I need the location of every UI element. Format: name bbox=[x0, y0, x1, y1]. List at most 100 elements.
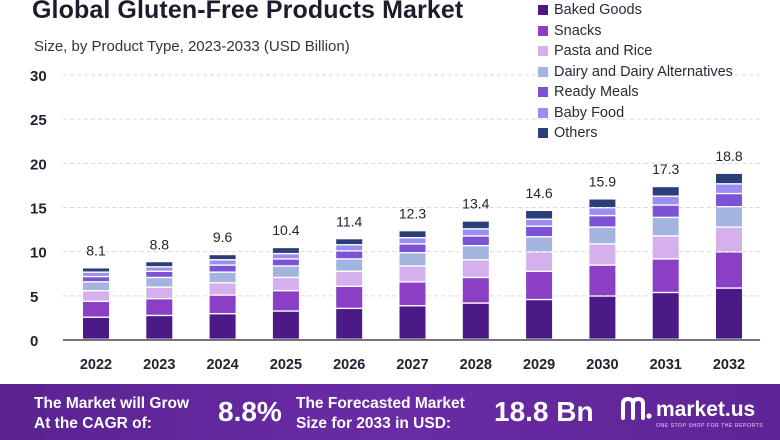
total-data-label: 13.4 bbox=[462, 196, 489, 212]
legend-swatch bbox=[538, 66, 548, 77]
forecast-caption-line1: The Forecasted Market bbox=[296, 395, 465, 412]
bar-segment bbox=[83, 302, 109, 317]
bar-segment bbox=[652, 187, 679, 196]
stacked-bar-chart: 0510152025308.120228.820239.6202410.4202… bbox=[30, 68, 760, 373]
bar-segment bbox=[716, 288, 742, 339]
legend-label: Dairy and Dairy Alternatives bbox=[554, 63, 733, 80]
y-tick-label: 10 bbox=[30, 245, 47, 262]
legend-swatch bbox=[538, 87, 548, 98]
bar-segment bbox=[462, 303, 489, 339]
bar-segment bbox=[462, 221, 489, 229]
bar-segment bbox=[146, 271, 173, 277]
bar-segment bbox=[526, 219, 553, 226]
legend-label: Ready Meals bbox=[554, 84, 639, 101]
bar-segment bbox=[83, 291, 109, 301]
x-tick-label: 2024 bbox=[206, 357, 238, 373]
bar-segment bbox=[146, 262, 173, 267]
total-data-label: 11.4 bbox=[336, 213, 362, 229]
bar-segment bbox=[589, 296, 616, 339]
bar-segment bbox=[716, 173, 742, 184]
bar-segment bbox=[209, 265, 236, 272]
bar-segment bbox=[209, 314, 236, 339]
bar-segment bbox=[652, 218, 679, 236]
bar-segment bbox=[146, 287, 173, 298]
bar-segment bbox=[272, 291, 299, 311]
bar-segment bbox=[589, 227, 616, 244]
legend-swatch bbox=[538, 5, 548, 16]
total-data-label: 18.8 bbox=[715, 148, 742, 164]
bar-segment bbox=[83, 277, 109, 282]
legend-swatch bbox=[538, 25, 548, 36]
bar-segment bbox=[652, 259, 679, 292]
bar-segment bbox=[462, 229, 489, 236]
brand-logo[interactable]: market.us ONE STOP SHOP FOR THE REPORTS bbox=[620, 396, 763, 429]
bar-segment bbox=[462, 278, 489, 303]
bar-segment bbox=[462, 260, 489, 277]
bar-segment bbox=[716, 194, 742, 207]
bar-segment bbox=[399, 253, 426, 266]
y-tick-label: 15 bbox=[30, 201, 47, 218]
bar-segment bbox=[146, 267, 173, 271]
bar-segment bbox=[589, 265, 616, 296]
market-us-logo-icon bbox=[621, 396, 652, 420]
bar-segment bbox=[209, 283, 236, 295]
bar-segment bbox=[589, 199, 616, 207]
x-tick-label: 2023 bbox=[143, 357, 175, 373]
bar-segment bbox=[399, 282, 426, 306]
x-tick-label: 2027 bbox=[396, 357, 428, 373]
bar-segment bbox=[336, 245, 363, 251]
bar-segment bbox=[399, 266, 426, 282]
bar-segment bbox=[716, 227, 742, 252]
legend-item: Snacks bbox=[538, 21, 733, 42]
bar-segment bbox=[336, 271, 363, 286]
bar-segment bbox=[652, 236, 679, 259]
bar-segment bbox=[652, 293, 679, 339]
bar-segment bbox=[526, 300, 553, 339]
bar-segment bbox=[83, 282, 109, 291]
bar-segment bbox=[83, 272, 109, 276]
bar-segment bbox=[272, 254, 299, 259]
cagr-caption-line2: At the CAGR of: bbox=[34, 415, 152, 432]
legend-label: Baby Food bbox=[554, 104, 625, 121]
legend-item: Pasta and Rice bbox=[538, 41, 733, 62]
bar-segment bbox=[146, 299, 173, 315]
bar-segment bbox=[83, 317, 109, 339]
legend-item: Ready Meals bbox=[538, 82, 733, 103]
bar-segment bbox=[716, 184, 742, 193]
bar-segment bbox=[83, 268, 109, 272]
footer-banner: The Market will Grow At the CAGR of: 8.8… bbox=[0, 384, 780, 440]
total-data-label: 14.6 bbox=[525, 185, 552, 201]
bar-segment bbox=[526, 252, 553, 271]
bar-segment bbox=[336, 239, 363, 245]
cagr-caption-line1: The Market will Grow bbox=[34, 395, 190, 412]
bar-segment bbox=[526, 226, 553, 237]
total-data-label: 8.8 bbox=[150, 236, 170, 252]
bar-segment bbox=[652, 196, 679, 205]
y-tick-label: 30 bbox=[30, 68, 47, 85]
y-tick-label: 20 bbox=[30, 156, 47, 173]
bar-segment bbox=[526, 271, 553, 299]
bar-segment bbox=[336, 251, 363, 259]
legend-item: Dairy and Dairy Alternatives bbox=[538, 62, 733, 83]
x-tick-label: 2025 bbox=[270, 357, 302, 373]
x-tick-label: 2030 bbox=[586, 357, 618, 373]
total-data-label: 8.1 bbox=[86, 242, 106, 258]
legend-label: Pasta and Rice bbox=[554, 43, 653, 60]
y-tick-label: 25 bbox=[30, 112, 47, 129]
bar-segment bbox=[526, 211, 553, 219]
x-tick-label: 2029 bbox=[523, 357, 555, 373]
bar-segment bbox=[336, 259, 363, 271]
legend-label: Baked Goods bbox=[554, 2, 642, 19]
bar-segment bbox=[462, 246, 489, 260]
bar-segment bbox=[209, 295, 236, 313]
bar-segment bbox=[272, 248, 299, 253]
bar-segment bbox=[209, 260, 236, 265]
chart-legend: Baked Goods Snacks Pasta and Rice Dairy … bbox=[538, 0, 733, 144]
forecast-caption: The Forecasted Market Size for 2033 in U… bbox=[296, 394, 465, 434]
bar-segment bbox=[272, 311, 299, 339]
legend-item: Baby Food bbox=[538, 103, 733, 124]
y-tick-label: 0 bbox=[30, 333, 38, 350]
bar-segment bbox=[399, 306, 426, 339]
bar-segment bbox=[589, 216, 616, 227]
x-tick-label: 2022 bbox=[80, 357, 112, 373]
